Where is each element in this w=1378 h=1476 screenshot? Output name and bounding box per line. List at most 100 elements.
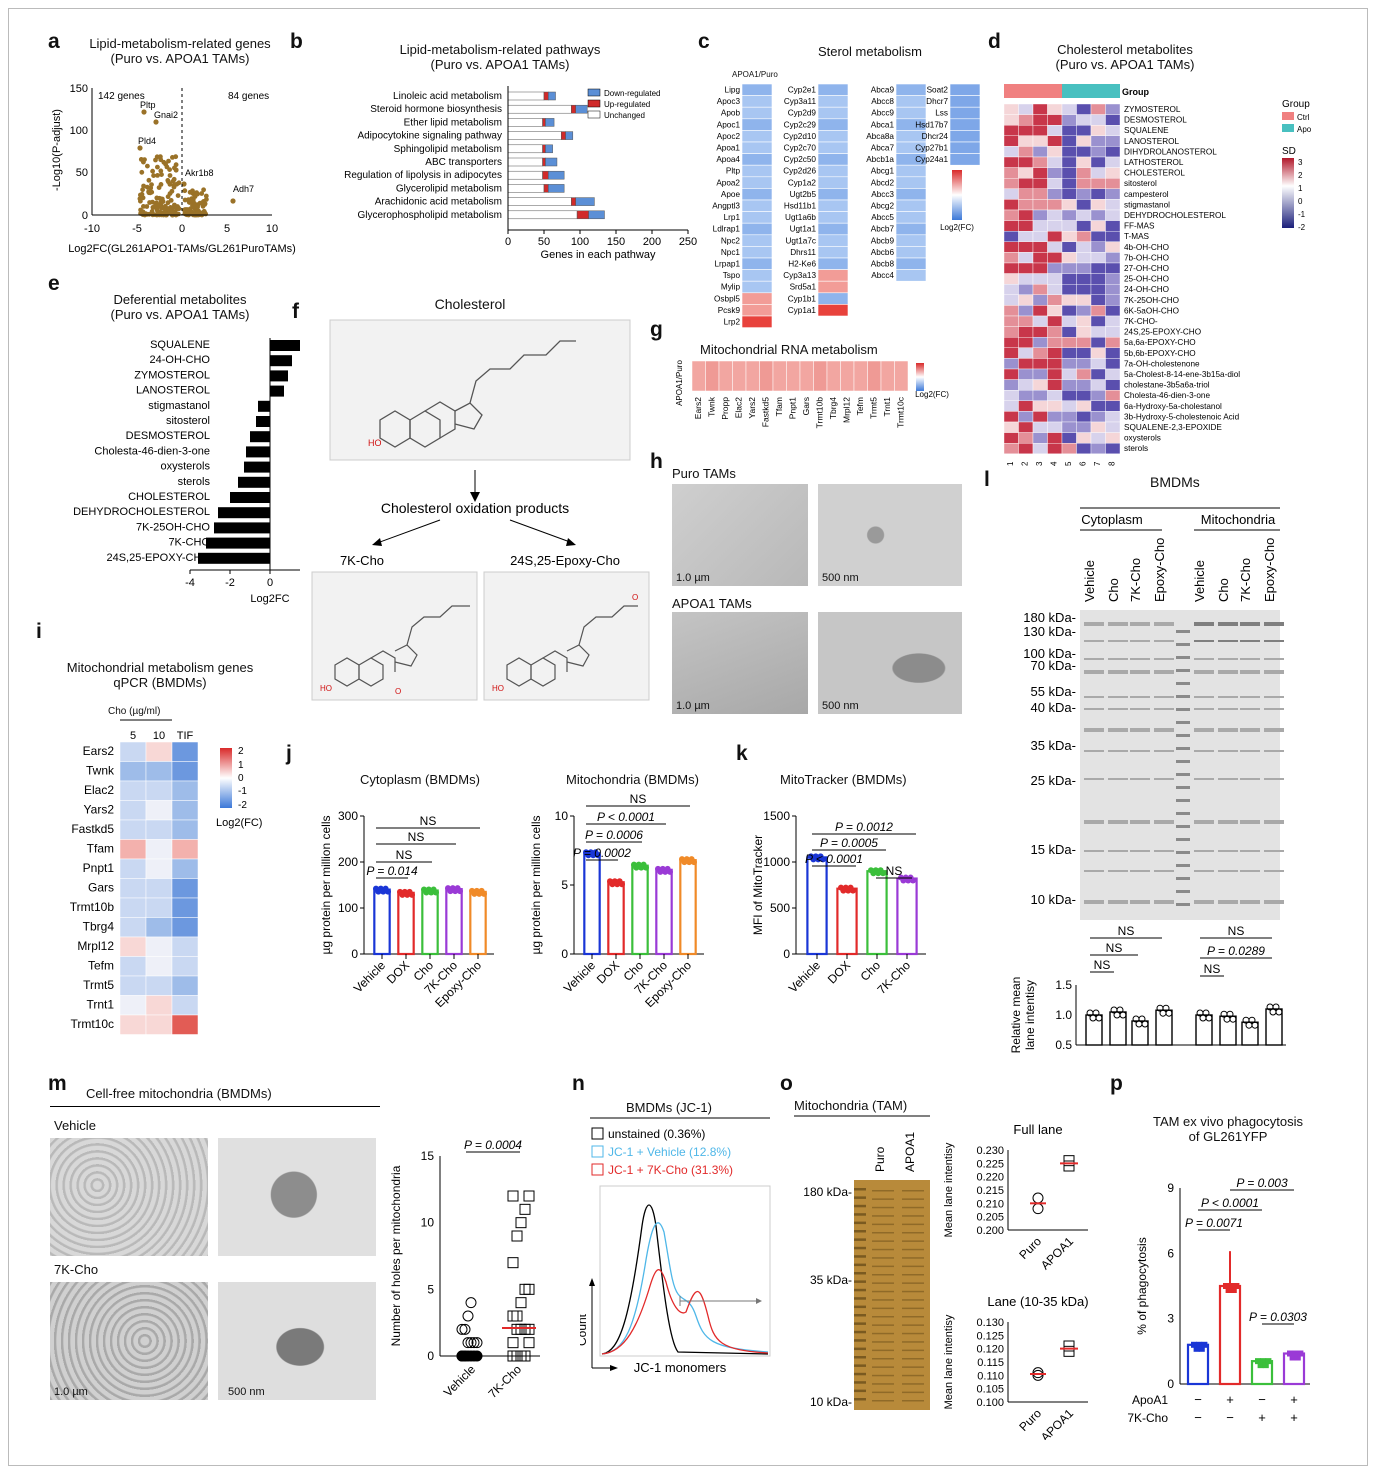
j1-stat-label: NS	[420, 814, 437, 828]
chol-heat-cell	[1003, 390, 1019, 402]
chol-heat-cell	[1047, 262, 1063, 274]
l-band	[1108, 900, 1128, 904]
h-puro-zoom: 500 nm	[818, 484, 962, 586]
chol-heat-cell	[1018, 273, 1034, 285]
svg-text:10: 10	[266, 223, 278, 235]
volcano-point	[156, 185, 162, 190]
mito-rna-cell	[745, 360, 760, 392]
o-puro-band	[872, 1324, 894, 1326]
i-heat-cell	[145, 839, 173, 860]
j1-ytick-label: 300	[338, 809, 358, 823]
o2-puro-point	[1032, 1369, 1044, 1381]
l-point	[1205, 1014, 1213, 1022]
sterol-gene-label: Abcc5	[871, 213, 894, 222]
k-ytick-label: 1500	[763, 809, 790, 823]
chol-heat-cell	[1105, 421, 1121, 433]
group-bar-cell	[1105, 84, 1120, 98]
svg-text:APOA1: APOA1	[903, 1132, 917, 1172]
sterol-heat-cell	[741, 153, 773, 166]
sterol-heat-cell	[895, 95, 927, 108]
l-title: BMDMs	[1150, 474, 1200, 490]
chol-heat-cell	[1090, 421, 1106, 433]
panel-k-letter: k	[736, 742, 748, 765]
o-apoa1-band	[902, 1349, 924, 1352]
chol-heat-cell	[1003, 230, 1019, 242]
l-band	[1194, 900, 1214, 904]
p-sign-apoa1: −	[1194, 1392, 1202, 1407]
i-heat-cell	[171, 995, 199, 1016]
mito-rna-gene: Yars2	[747, 397, 757, 419]
chol-heat-cell	[1076, 209, 1092, 221]
o-puro-band	[872, 1299, 894, 1301]
def-label: oxysterols	[160, 461, 210, 473]
chol-heat-cell	[1061, 421, 1077, 433]
volcano-point	[141, 204, 146, 209]
l-band	[1240, 708, 1260, 710]
sterol-gene-label: Abca8a	[866, 132, 894, 141]
mito-rna-gene: Propp	[720, 397, 730, 420]
k-ylabel: MFI of MitoTracker	[751, 835, 765, 935]
l-band	[1084, 708, 1104, 710]
k-xlabel: Vehicle	[786, 958, 823, 995]
pathway-bar-unchanged	[507, 184, 545, 193]
l-band	[1264, 658, 1284, 660]
sterol-gene-label: Apoa1	[716, 144, 740, 153]
j1-bar	[373, 888, 391, 956]
chol-heat-cell	[1018, 294, 1034, 306]
i-heat-cell	[145, 936, 173, 957]
j2-bar	[607, 881, 625, 956]
chol-heat-cell	[1003, 294, 1019, 306]
chol-heat-cell	[1105, 241, 1121, 253]
sterol-heat-cell	[817, 130, 849, 143]
chol-heat-cell	[1003, 421, 1019, 433]
chol-row-label: stigmastanol	[1124, 200, 1170, 209]
l-band	[1264, 670, 1284, 674]
mito-rna-cell	[691, 360, 706, 392]
chol-heat-cell	[1032, 199, 1048, 211]
sterol-gene-label: Abcd2	[871, 178, 895, 187]
chol-heat-cell	[1061, 368, 1077, 380]
svg-text:SD: SD	[1282, 146, 1296, 157]
l-point	[1229, 1015, 1237, 1023]
chol-heat-cell	[1032, 432, 1048, 444]
j2-ylabel: µg protein per million cells	[529, 816, 543, 955]
l-band	[1108, 696, 1128, 698]
chol-heat-cell	[1076, 114, 1092, 126]
l-band	[1154, 696, 1174, 698]
volcano-point	[140, 187, 145, 193]
i-heat-cell	[119, 936, 147, 957]
l-bar	[1241, 1021, 1259, 1046]
svg-text:Mitochondria: Mitochondria	[1201, 512, 1276, 527]
chol-heat-cell	[1032, 188, 1048, 200]
p-point	[1294, 1354, 1301, 1361]
mito-rna-gene: Tfam	[774, 397, 784, 416]
chol-row-label: T-MAS	[1124, 232, 1150, 241]
chol-heat-cell	[1047, 337, 1063, 349]
o-apoa1-band	[902, 1223, 924, 1226]
chol-heat-cell	[1018, 411, 1034, 423]
chol-heat-cell	[1018, 400, 1034, 412]
volcano-point	[158, 168, 164, 174]
volcano-point	[171, 184, 177, 190]
l-ladder-band	[1176, 864, 1190, 867]
m-stat-label: P = 0.0004	[464, 1138, 522, 1152]
chol-heat-cell	[1061, 125, 1077, 137]
l-ladder-band	[1176, 682, 1190, 685]
chol-row-label: 6a-Hydroxy-5a-cholestanol	[1124, 402, 1222, 411]
o1-ytick-label: 0.215	[976, 1185, 1004, 1197]
chol-heat-cell	[1018, 114, 1034, 126]
chol-heat-cell	[1003, 135, 1019, 147]
l-band	[1264, 708, 1284, 710]
chol-row-label: SQUALENE	[1124, 126, 1169, 135]
chol-heat-cell	[1047, 156, 1063, 168]
pathway-xtick-label: 0	[505, 236, 511, 248]
sterol-gene-label: Abca1	[871, 120, 895, 129]
chol-heat-cell	[1018, 347, 1034, 359]
chol-heat-cell	[1003, 156, 1019, 168]
sterol-heat-cell	[817, 246, 849, 259]
f-cholesterol-label: Cholesterol	[434, 296, 506, 312]
sterol-gene-label: Lrp1	[724, 213, 741, 222]
def-xtick-label: -4	[185, 577, 195, 589]
j2-dot	[691, 859, 697, 866]
panel-d-title: Cholesterol metabolites (Puro vs. APOA1 T…	[1055, 42, 1195, 72]
